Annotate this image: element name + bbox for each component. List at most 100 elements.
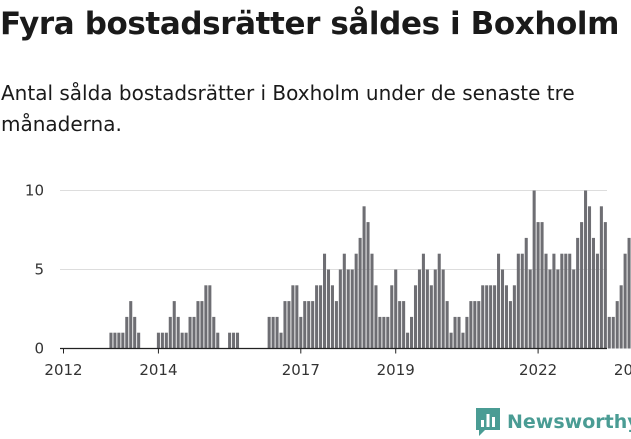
- bar: [576, 237, 580, 349]
- y-tick-label: 10: [25, 182, 44, 200]
- bar: [208, 285, 212, 349]
- bar: [453, 316, 457, 349]
- bar: [402, 301, 406, 349]
- bar: [398, 301, 402, 349]
- bar: [291, 285, 295, 349]
- bar: [346, 269, 350, 349]
- bar: [500, 269, 505, 349]
- bar: [417, 269, 421, 349]
- bar: [326, 269, 331, 349]
- bar: [489, 285, 493, 349]
- bar: [536, 222, 540, 349]
- bar: [508, 301, 512, 349]
- bar: [338, 269, 342, 349]
- bar: [619, 285, 623, 349]
- bar: [378, 316, 382, 349]
- bar: [568, 253, 572, 349]
- bar: [168, 316, 172, 349]
- bar: [129, 301, 133, 349]
- bar: [271, 316, 275, 349]
- bar: [137, 332, 141, 349]
- bar: [125, 316, 129, 349]
- bar: [235, 332, 240, 349]
- bar: [611, 316, 615, 349]
- bar: [283, 301, 287, 349]
- bar: [413, 285, 418, 349]
- bar: [429, 285, 433, 349]
- brand-name: Newsworthy: [507, 411, 631, 433]
- bar: [603, 222, 607, 349]
- bar: [350, 269, 354, 349]
- x-tick-label: 2014: [139, 361, 177, 379]
- bar: [485, 285, 489, 349]
- bar: [473, 301, 477, 349]
- bar: [133, 316, 137, 349]
- bar: [421, 253, 425, 349]
- bar: [445, 301, 449, 349]
- bar: [627, 237, 631, 349]
- y-tick-label: 0: [34, 340, 44, 358]
- bar: [548, 269, 552, 349]
- bar: [433, 269, 437, 349]
- bar: [184, 332, 188, 349]
- bar: [232, 332, 236, 349]
- bar: [299, 316, 303, 349]
- bar: [311, 301, 315, 349]
- bar: [516, 253, 520, 349]
- bar: [204, 285, 208, 349]
- bar: [477, 301, 481, 349]
- gridlines: [60, 190, 607, 270]
- bar: [595, 253, 599, 349]
- bar: [121, 332, 125, 349]
- bar: [457, 316, 461, 349]
- x-axis: 2012 2014 2017 2019 2022 2024: [44, 347, 631, 379]
- bar: [528, 269, 532, 349]
- bar: [556, 269, 560, 349]
- x-tick-label: 2012: [44, 361, 82, 379]
- chart-title: Fyra bostadsrätter såldes i Boxholm: [0, 6, 620, 42]
- bar: [279, 332, 283, 349]
- x-tick-label: 2022: [519, 361, 557, 379]
- y-tick-label: 5: [34, 261, 44, 279]
- bar: [216, 332, 220, 349]
- bar: [564, 253, 568, 349]
- y-axis: 0 5 10: [25, 182, 44, 358]
- bar: [437, 253, 441, 349]
- bar: [295, 285, 299, 349]
- bar: [469, 301, 473, 349]
- bar: [109, 332, 113, 349]
- bar: [228, 332, 232, 349]
- bar: [164, 332, 168, 349]
- bar: [358, 237, 362, 349]
- x-tick-label: 2017: [282, 361, 320, 379]
- bar: [386, 316, 390, 349]
- bar: [544, 253, 548, 349]
- bar: [410, 316, 414, 349]
- bar: [572, 269, 576, 349]
- bar: [362, 206, 366, 349]
- bar: [449, 332, 453, 349]
- bar: [275, 316, 279, 349]
- bar: [160, 332, 164, 349]
- bar: [607, 316, 611, 349]
- bar: [382, 316, 386, 349]
- bar: [481, 285, 485, 349]
- x-tick-label: 2019: [377, 361, 415, 379]
- bar: [599, 206, 603, 349]
- bar: [117, 332, 121, 349]
- bar: [587, 206, 592, 349]
- bar: [315, 285, 319, 349]
- bar: [188, 316, 192, 349]
- bar: [267, 316, 271, 349]
- bar: [615, 301, 619, 349]
- bar: [196, 301, 200, 349]
- bar: [212, 316, 216, 349]
- bar: [406, 332, 410, 349]
- bar: [354, 253, 358, 349]
- brand-logo[interactable]: Newsworthy: [476, 406, 631, 438]
- bar: [441, 269, 445, 349]
- bar: [532, 190, 536, 349]
- bars: [109, 190, 631, 349]
- newsworthy-logo-icon: [476, 408, 500, 436]
- bar: [520, 253, 524, 349]
